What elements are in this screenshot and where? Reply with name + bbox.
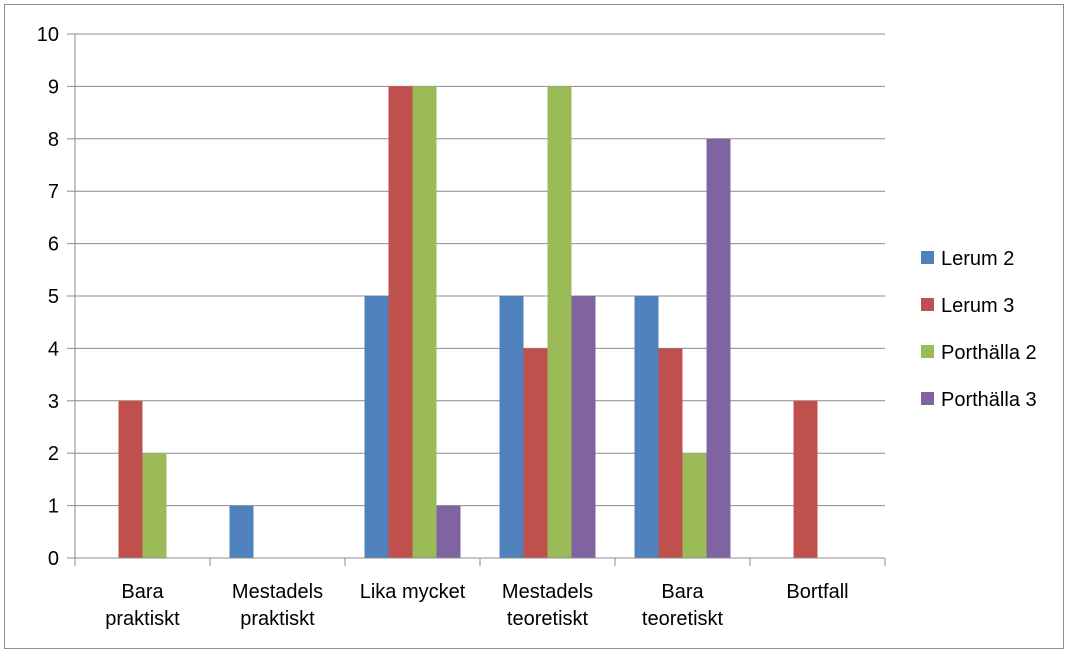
y-tick-labels: 0 1 2 3 4 5 6 7 8 9 10 xyxy=(37,24,59,570)
x-tick-label-line: Mestadels xyxy=(502,581,593,603)
x-tick-label: Bortfall xyxy=(786,581,848,603)
bar-porthälla-3-2 xyxy=(436,505,461,558)
bar-porthälla-2-0 xyxy=(142,453,167,558)
y-tick-label: 6 xyxy=(48,234,59,256)
bar-lerum-2-4 xyxy=(634,296,659,558)
legend-swatch xyxy=(921,392,934,405)
bar-porthälla-3-4 xyxy=(706,138,731,559)
bar-lerum-2-1 xyxy=(229,505,254,558)
y-tick-label: 8 xyxy=(48,129,59,151)
x-tick-label: Mestadels teoretiskt xyxy=(502,581,593,630)
x-tick-label: Mestadels praktiskt xyxy=(232,581,323,630)
x-tick-label: Bara teoretiskt xyxy=(642,581,724,630)
y-tick-label: 7 xyxy=(48,181,59,203)
bar-porthälla-2-3 xyxy=(547,86,572,559)
x-tick-label-line: praktiskt xyxy=(240,608,315,630)
x-tick-label-line: teoretiskt xyxy=(507,608,589,630)
x-tick-label-line: Mestadels xyxy=(232,581,323,603)
bar-lerum-3-3 xyxy=(523,348,548,558)
y-tick-label: 0 xyxy=(48,548,59,570)
x-tick-label: Lika mycket xyxy=(360,581,466,603)
legend-label: Porthälla 2 xyxy=(941,342,1037,364)
bar-porthälla-3-3 xyxy=(571,296,596,558)
x-tick-label-line: Bara xyxy=(661,581,704,603)
x-tick-label-line: Lika mycket xyxy=(360,581,466,603)
bars xyxy=(118,86,818,559)
legend-swatch xyxy=(921,251,934,264)
x-tick-labels: Bara praktiskt Mestadels praktiskt Lika myck… xyxy=(105,581,848,630)
axes xyxy=(74,34,886,566)
y-tick-label: 1 xyxy=(48,496,59,518)
x-tick-label-line: praktiskt xyxy=(105,608,180,630)
bar-lerum-2-3 xyxy=(499,296,524,558)
legend-label: Lerum 3 xyxy=(941,295,1014,317)
bar-lerum-3-4 xyxy=(658,348,683,558)
gridlines xyxy=(67,33,885,559)
x-tick-label-line: teoretiskt xyxy=(642,608,724,630)
y-tick-label: 10 xyxy=(37,24,59,46)
bar-lerum-3-0 xyxy=(118,400,143,558)
x-tick-label-line: Bortfall xyxy=(786,581,848,603)
bar-porthälla-2-4 xyxy=(682,453,707,558)
legend-label: Porthälla 3 xyxy=(941,389,1037,411)
bar-lerum-3-2 xyxy=(388,86,413,559)
y-tick-label: 3 xyxy=(48,391,59,413)
y-tick-label: 9 xyxy=(48,76,59,98)
y-tick-label: 2 xyxy=(48,443,59,465)
legend-swatch xyxy=(921,298,934,311)
y-tick-label: 5 xyxy=(48,286,59,308)
legend: Lerum 2 Lerum 3 Porthälla 2 Porthälla 3 xyxy=(921,248,1037,411)
y-tick-label: 4 xyxy=(48,338,59,360)
legend-swatch xyxy=(921,345,934,358)
legend-label: Lerum 2 xyxy=(941,248,1014,270)
bar-lerum-2-2 xyxy=(364,296,389,558)
bar-porthälla-2-2 xyxy=(412,86,437,559)
bar-lerum-3-5 xyxy=(793,400,818,558)
x-tick-label-line: Bara xyxy=(121,581,164,603)
x-tick-label: Bara praktiskt xyxy=(105,581,180,630)
